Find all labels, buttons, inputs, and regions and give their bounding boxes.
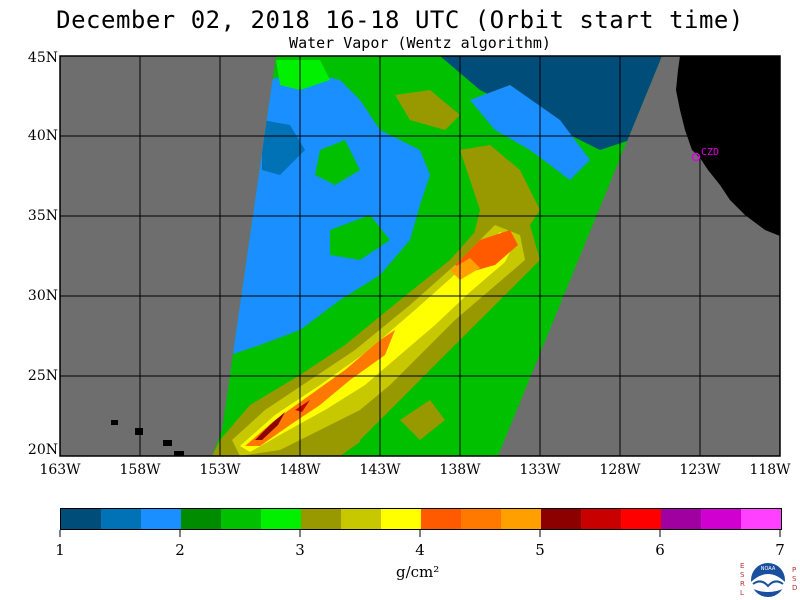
lon-label-163w: 163W bbox=[39, 462, 81, 478]
colorbar-tick-1: 1 bbox=[55, 541, 65, 559]
colorbar-tick-3: 3 bbox=[295, 541, 305, 559]
colorbar bbox=[60, 508, 782, 530]
lon-label-133w: 133W bbox=[519, 462, 561, 478]
lon-label-128w: 128W bbox=[599, 462, 641, 478]
lon-label-148w: 148W bbox=[279, 462, 321, 478]
lat-label-45n: 45N bbox=[27, 50, 58, 66]
lon-label-153w: 153W bbox=[199, 462, 241, 478]
lon-label-158w: 158W bbox=[119, 462, 161, 478]
logo-left-letters: E bbox=[740, 562, 744, 570]
lat-label-25n: 25N bbox=[27, 368, 58, 384]
colorbar-tick-7: 7 bbox=[775, 541, 785, 559]
colorbar-cell-13 bbox=[581, 509, 621, 529]
land-mass bbox=[676, 56, 780, 236]
svg-text:S: S bbox=[792, 575, 797, 583]
colorbar-tick-4: 4 bbox=[415, 541, 425, 559]
colorbar-cell-10 bbox=[461, 509, 501, 529]
colorbar-cell-1 bbox=[101, 509, 141, 529]
svg-text:D: D bbox=[792, 584, 797, 592]
svg-text:R: R bbox=[740, 580, 745, 588]
station-marker bbox=[691, 152, 701, 162]
lon-label-118w: 118W bbox=[749, 462, 791, 478]
noaa-logo: E S R L NOAA P S D bbox=[740, 562, 797, 597]
colorbar-cell-6 bbox=[301, 509, 341, 529]
colorbar-cell-5 bbox=[261, 509, 301, 529]
lon-label-138w: 138W bbox=[439, 462, 481, 478]
colorbar-cell-0 bbox=[61, 509, 101, 529]
map-title: December 02, 2018 16-18 UTC (Orbit start… bbox=[56, 6, 744, 34]
lon-label-123w: 123W bbox=[679, 462, 721, 478]
colorbar-cell-12 bbox=[541, 509, 581, 529]
colorbar-cell-16 bbox=[701, 509, 741, 529]
colorbar-cell-2 bbox=[141, 509, 181, 529]
colorbar-cell-7 bbox=[341, 509, 381, 529]
colorbar-cell-4 bbox=[221, 509, 261, 529]
colorbar-cell-3 bbox=[181, 509, 221, 529]
colorbar-cell-14 bbox=[621, 509, 661, 529]
colorbar-units: g/cm² bbox=[396, 563, 440, 581]
islands bbox=[111, 420, 184, 456]
map-subtitle: Water Vapor (Wentz algorithm) bbox=[289, 34, 551, 52]
colorbar-tick-2: 2 bbox=[175, 541, 185, 559]
colorbar-cell-15 bbox=[661, 509, 701, 529]
station-label: CZD bbox=[701, 147, 719, 158]
logo-right-letters: P bbox=[792, 566, 796, 574]
colorbar-cell-8 bbox=[381, 509, 421, 529]
lat-label-20n: 20N bbox=[27, 442, 58, 458]
svg-text:L: L bbox=[740, 589, 744, 597]
logo-text: NOAA bbox=[761, 566, 776, 572]
svg-text:S: S bbox=[740, 571, 745, 579]
colorbar-cell-11 bbox=[501, 509, 541, 529]
lon-label-143w: 143W bbox=[359, 462, 401, 478]
lat-label-40n: 40N bbox=[27, 128, 58, 144]
lat-label-35n: 35N bbox=[27, 208, 58, 224]
lat-label-30n: 30N bbox=[27, 288, 58, 304]
colorbar-tick-5: 5 bbox=[535, 541, 545, 559]
colorbar-cell-9 bbox=[421, 509, 461, 529]
colorbar-tick-6: 6 bbox=[655, 541, 665, 559]
colorbar-cell-17 bbox=[741, 509, 781, 529]
